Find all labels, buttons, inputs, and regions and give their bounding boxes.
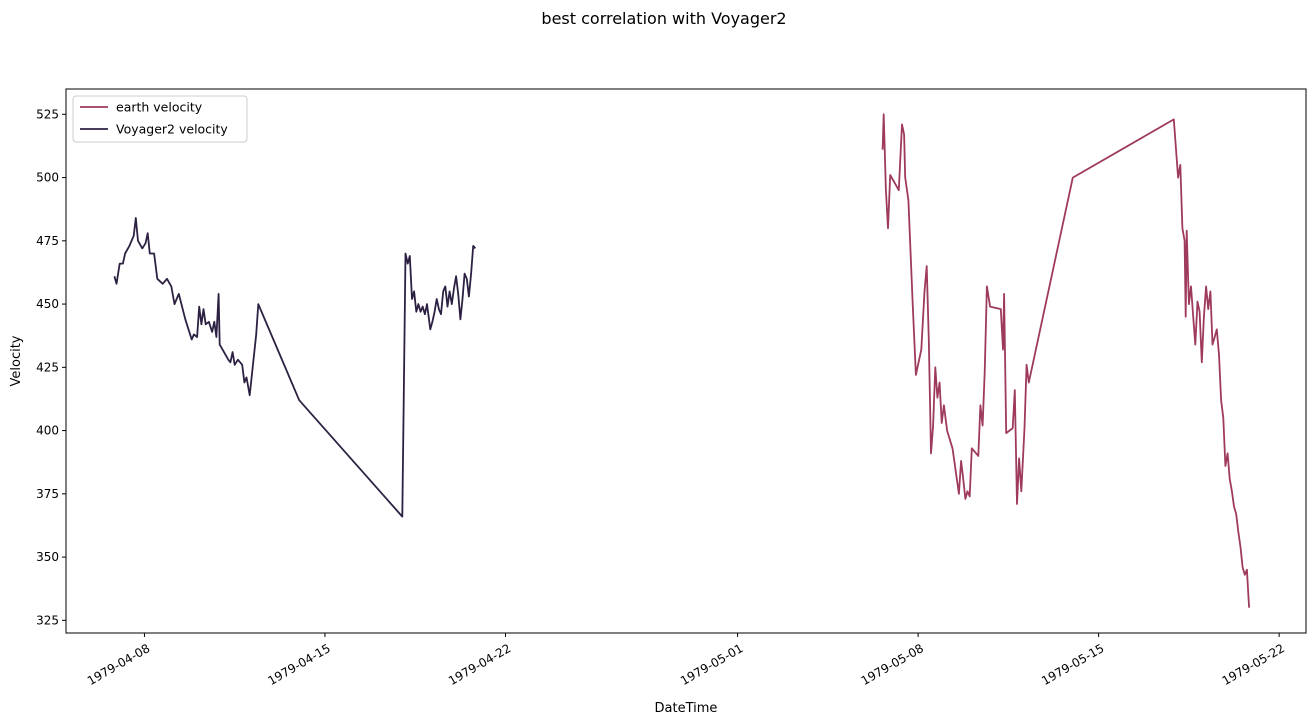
y-tick-label: 450 — [36, 297, 59, 311]
legend-label-voyager2-velocity: Voyager2 velocity — [116, 122, 228, 137]
y-tick-label: 350 — [36, 550, 59, 564]
y-tick-label: 400 — [36, 424, 59, 438]
series-layer — [113, 113, 1250, 608]
plot-frame — [65, 88, 1307, 634]
y-tick-label: 525 — [36, 107, 59, 121]
x-axis-label: DateTime — [655, 701, 718, 716]
y-tick-label: 475 — [36, 234, 59, 248]
y-axis-label: Velocity — [9, 335, 24, 386]
chart-title: best correlation with Voyager2 — [541, 9, 786, 28]
series-line-earth-velocity — [881, 113, 1250, 608]
y-tick-label: 425 — [36, 360, 59, 374]
y-tick-label: 500 — [36, 171, 59, 185]
y-tick-label: 325 — [36, 613, 59, 627]
legend-label-earth-velocity: earth velocity — [116, 100, 203, 115]
series-line-voyager2-velocity — [113, 217, 477, 518]
legend: earth velocity Voyager2 velocity — [72, 95, 248, 143]
y-axis-ticks: 325 350 375 400 425 450 475 500 525 — [36, 107, 66, 627]
legend-box — [72, 95, 248, 143]
y-tick-label: 375 — [36, 487, 59, 501]
